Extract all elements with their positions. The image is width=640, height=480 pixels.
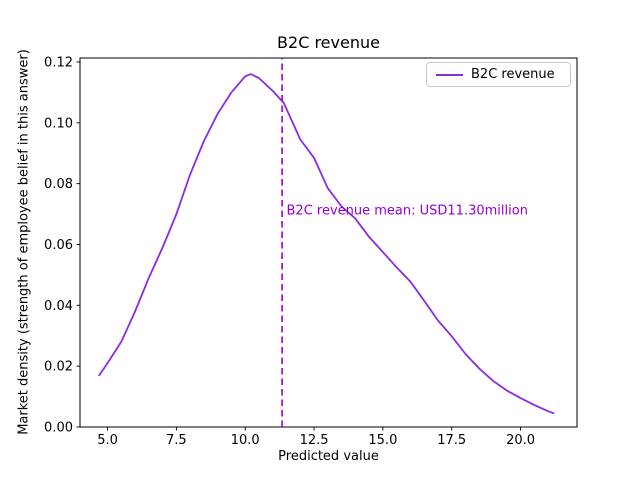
chart-title: B2C revenue (277, 33, 380, 52)
x-axis-label: Predicted value (278, 449, 379, 464)
y-tick-label: 0.06 (44, 238, 73, 253)
y-tick-label: 0.04 (44, 299, 73, 314)
y-tick-label: 0.08 (44, 177, 73, 192)
density-curve (98, 73, 555, 415)
x-tick-label: 5.0 (97, 433, 118, 448)
legend-label: B2C revenue (471, 67, 555, 82)
legend-line-sample (436, 73, 463, 76)
x-tick-label: 17.5 (437, 433, 466, 448)
y-tick-label: 0.12 (44, 55, 73, 70)
y-axis-label: Market density (strength of employee bel… (16, 49, 32, 435)
x-tick-label: 7.5 (166, 433, 187, 448)
x-tick-label: 20.0 (506, 433, 535, 448)
x-tick-label: 15.0 (368, 433, 397, 448)
y-tick-label: 0.00 (44, 421, 73, 436)
legend: B2C revenue (426, 62, 571, 87)
x-tick-label: 12.5 (300, 433, 329, 448)
x-tick-label: 10.0 (231, 433, 260, 448)
mean-annotation: B2C revenue mean: USD11.30million (286, 203, 528, 219)
y-tick-label: 0.02 (44, 360, 73, 375)
y-tick-label: 0.10 (44, 116, 73, 131)
axes-spines (79, 57, 578, 428)
